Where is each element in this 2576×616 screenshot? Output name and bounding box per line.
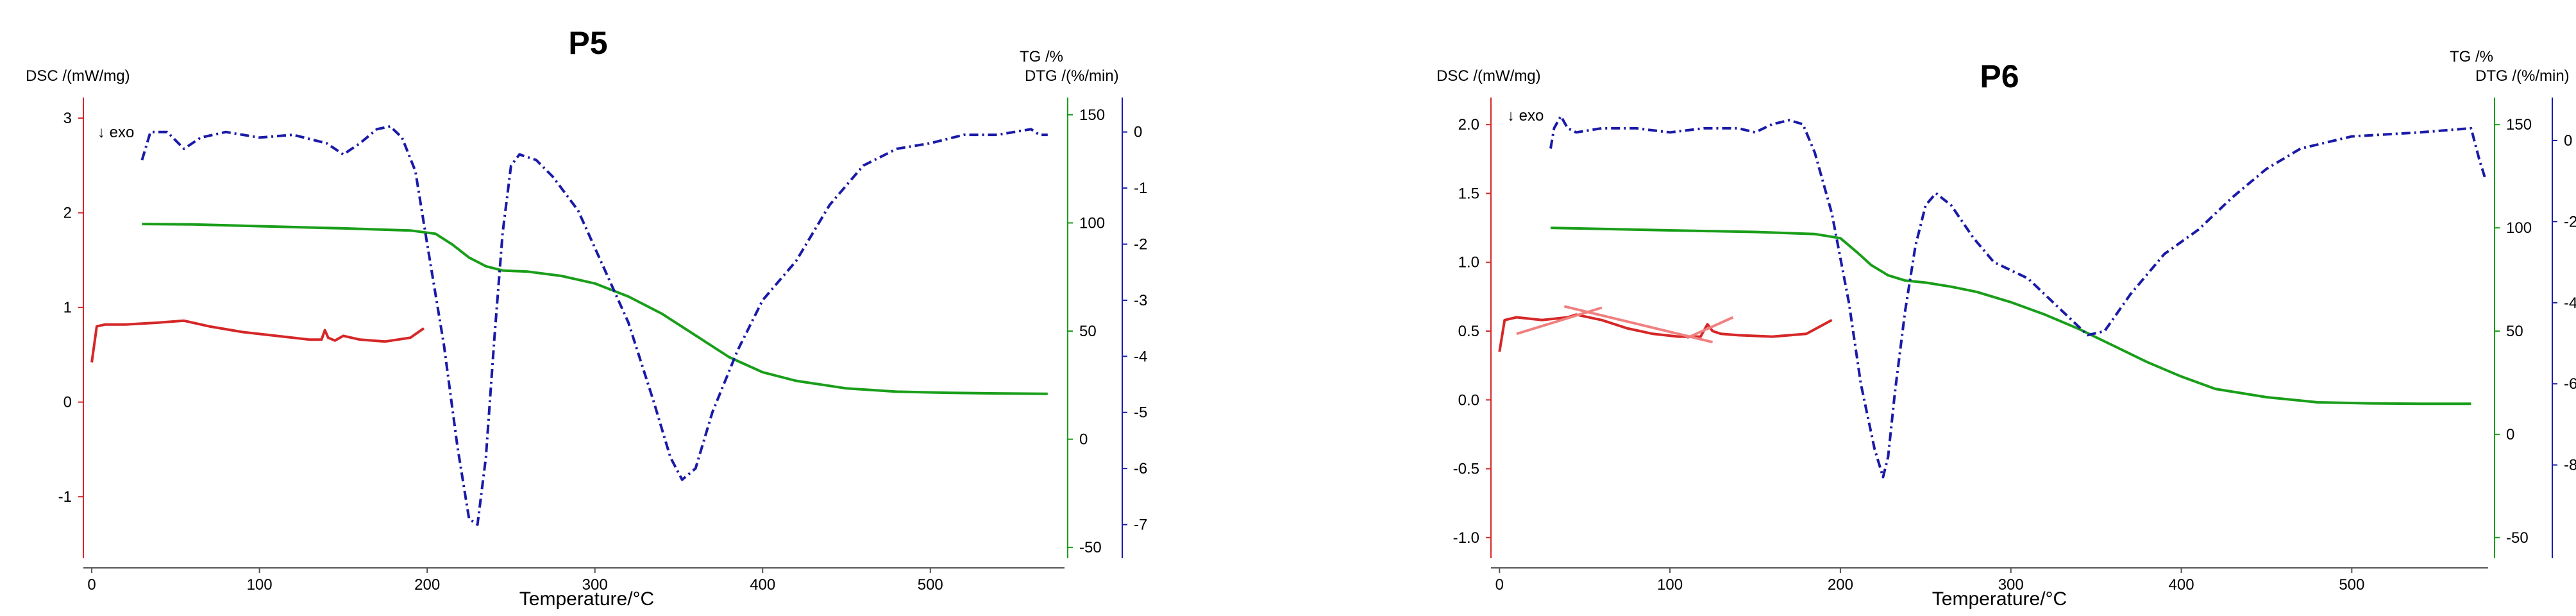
exo-annotation: ↓ exo: [97, 124, 134, 141]
dsc-tick-label: -0.5: [1453, 461, 1479, 478]
dsc-tick-label: 2: [63, 205, 72, 222]
x-tick-label: 0: [1495, 576, 1504, 594]
tg-tick-label: -50: [2506, 529, 2529, 547]
tg-axis-label: TG /%: [1020, 48, 1063, 65]
dtg-tick-label: -8: [2564, 457, 2576, 474]
dsc-tick-label: 1.5: [1458, 185, 1479, 202]
x-tick-label: 300: [582, 576, 608, 594]
x-tick-label: 500: [2339, 576, 2364, 594]
x-tick-label: 200: [1828, 576, 1853, 594]
dsc-tick-label: 0.0: [1458, 391, 1479, 409]
dsc-tick-label: -1: [58, 488, 72, 506]
tg-tick-label: 150: [1079, 107, 1105, 124]
x-tick-label: 100: [1657, 576, 1683, 594]
dtg-curve: [1549, 115, 2486, 479]
x-tick-label: 400: [750, 576, 775, 594]
tg-curve: [1550, 227, 2471, 406]
dsc-curve: [1563, 305, 1713, 344]
dtg-tick-label: -3: [1134, 292, 1147, 309]
x-tick-label: 0: [87, 576, 96, 594]
dsc-tick-label: -1.0: [1453, 529, 1479, 547]
x-tick-label: 100: [247, 576, 273, 594]
x-axis-label: Temperature/°C: [1932, 588, 2067, 610]
dtg-tick-label: -4: [2564, 295, 2576, 312]
chart-panel-p6: P6 DSC /(mW/mg) TG /% DTG /(%/min) ↓ exo…: [1436, 48, 2576, 610]
tg-tick-label: 50: [1079, 323, 1097, 340]
tg-tick-label: 100: [2506, 219, 2532, 237]
dsc-tick-label: 3: [63, 110, 72, 127]
dtg-tick-label: -4: [1134, 348, 1147, 365]
dtg-tick-label: -6: [2564, 375, 2576, 393]
tg-tick-label: 0: [2506, 426, 2514, 443]
x-tick-label: 200: [414, 576, 440, 594]
x-axis-label: Temperature/°C: [519, 588, 654, 610]
dsc-tick-label: 1.0: [1458, 254, 1479, 271]
dsc-curve: [1686, 316, 1734, 339]
chart-title: P5: [568, 25, 607, 61]
dsc-tick-label: 0: [63, 394, 72, 411]
dtg-tick-label: 0: [1134, 124, 1142, 141]
dtg-tick-label: -1: [1134, 180, 1147, 197]
dtg-axis-label: DTG /(%/min): [2475, 67, 2570, 85]
chart-title: P6: [1980, 58, 2019, 94]
dsc-axis-label: DSC /(mW/mg): [26, 67, 130, 85]
exo-annotation: ↓ exo: [1507, 107, 1544, 124]
tg-tick-label: 100: [1079, 214, 1105, 232]
x-tick-label: 300: [1998, 576, 2024, 594]
x-tick-label: 400: [2169, 576, 2194, 594]
chart-panel-p5: P5 DSC /(mW/mg) TG /% DTG /(%/min) ↓ exo…: [26, 25, 1147, 610]
dtg-tick-label: 0: [2564, 132, 2572, 150]
dsc-curve: [90, 319, 425, 363]
dtg-tick-label: -5: [1134, 404, 1147, 422]
dsc-tick-label: 0.5: [1458, 323, 1479, 340]
dtg-tick-label: -6: [1134, 460, 1147, 477]
tg-tick-label: 0: [1079, 431, 1088, 449]
tg-axis-label: TG /%: [2450, 48, 2493, 65]
dtg-tick-label: -7: [1134, 517, 1147, 534]
dsc-axis-label: DSC /(mW/mg): [1436, 67, 1541, 85]
dsc-tick-label: 2.0: [1458, 116, 1479, 133]
dtg-tick-label: -2: [2564, 213, 2576, 230]
dtg-axis-label: DTG /(%/min): [1025, 67, 1119, 85]
dsc-curve: [1498, 313, 1833, 352]
tg-tick-label: 150: [2506, 116, 2532, 133]
tg-tick-label: 50: [2506, 323, 2523, 340]
dtg-tick-label: -2: [1134, 236, 1147, 253]
dtg-curve: [140, 125, 1048, 526]
dsc-tick-label: 1: [63, 299, 72, 316]
tg-curve: [142, 223, 1048, 395]
tg-tick-label: -50: [1079, 539, 1102, 556]
x-tick-label: 500: [918, 576, 943, 594]
